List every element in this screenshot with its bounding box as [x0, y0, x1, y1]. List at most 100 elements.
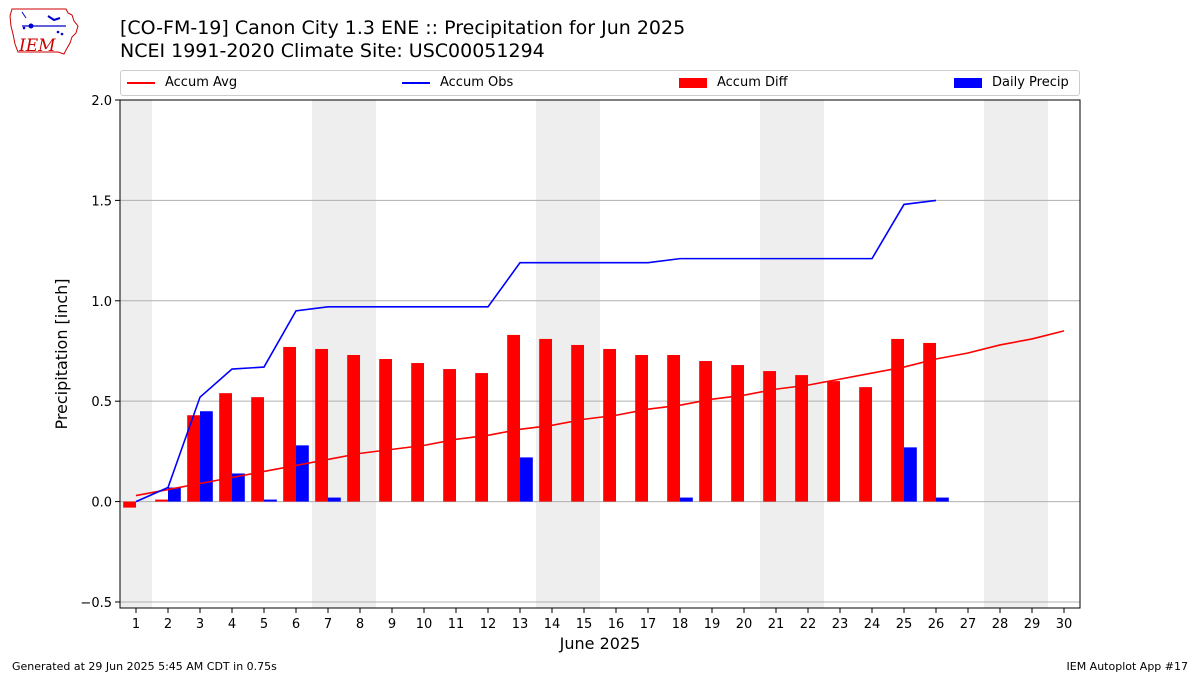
- bar-daily-precip: [328, 497, 341, 502]
- x-tick-label: 22: [800, 617, 817, 632]
- weekend-band: [1016, 100, 1048, 608]
- x-tick-label: 2: [164, 617, 172, 632]
- x-tick-label: 14: [544, 617, 561, 632]
- legend-swatch: [127, 81, 155, 84]
- legend-item-accum-diff: Accum Diff: [679, 75, 788, 90]
- bar-daily-precip: [520, 457, 533, 502]
- weekend-band: [120, 100, 152, 608]
- x-tick-label: 5: [260, 617, 268, 632]
- bar-accum-diff: [315, 348, 328, 502]
- y-tick-label: 0.5: [91, 395, 112, 410]
- weekend-band: [984, 100, 1016, 608]
- bar-accum-diff: [219, 393, 232, 502]
- bar-accum-diff: [635, 355, 648, 502]
- x-tick-label: 21: [768, 617, 785, 632]
- x-tick-label: 17: [640, 617, 657, 632]
- x-axis-label: June 2025: [559, 634, 641, 653]
- bar-accum-diff: [379, 359, 392, 502]
- x-tick-label: 29: [1024, 617, 1041, 632]
- bar-daily-precip: [264, 499, 277, 502]
- iem-logo: IEM: [8, 6, 80, 58]
- x-tick-label: 20: [736, 617, 753, 632]
- bar-accum-diff: [699, 361, 712, 502]
- x-axis-ticks: 1 2 3 4 5 6 7 8 9 10 11 12 13 14 15 16 17 18 19 20 21 22 23 24 2…: [132, 608, 1072, 632]
- bar-accum-diff: [667, 355, 680, 502]
- line-accum-obs: [135, 199, 937, 503]
- legend-swatch: [402, 81, 430, 84]
- logo-text: IEM: [18, 36, 56, 56]
- x-tick-label: 18: [672, 617, 689, 632]
- bar-accum-diff: [763, 371, 776, 502]
- y-axis-ticks: −0.5 0.0 0.5 1.0 1.5 2.0: [80, 94, 120, 611]
- bar-daily-precip: [936, 497, 949, 502]
- x-tick-label: 1: [132, 617, 140, 632]
- x-tick-label: 16: [608, 617, 625, 632]
- bar-accum-diff: [731, 365, 744, 502]
- weekend-band: [792, 100, 824, 608]
- x-tick-label: 4: [228, 617, 236, 632]
- x-tick-label: 6: [292, 617, 300, 632]
- x-tick-label: 8: [356, 617, 364, 632]
- plot-frame: [119, 99, 1081, 609]
- bar-accum-diff: [795, 375, 808, 502]
- bar-accum-diff: [571, 344, 584, 502]
- x-tick-label: 28: [992, 617, 1009, 632]
- iowa-map-icon: IEM: [9, 8, 79, 56]
- y-tick-label: 0.0: [91, 496, 112, 511]
- x-tick-label: 10: [416, 617, 433, 632]
- bar-daily-precip: [296, 445, 309, 502]
- bar-accum-diff: [411, 363, 424, 502]
- bar-accum-diff: [251, 397, 264, 502]
- x-tick-label: 19: [704, 617, 721, 632]
- legend-item-accum-obs: Accum Obs: [402, 75, 513, 90]
- bar-accum-diff: [507, 334, 520, 502]
- x-tick-label: 23: [832, 617, 849, 632]
- bar-accum-diff: [283, 346, 296, 502]
- bar-accum-diff: [539, 338, 552, 502]
- x-tick-label: 7: [324, 617, 332, 632]
- bar-daily-precip: [200, 411, 213, 502]
- legend: Accum Avg Accum Obs Accum Diff Daily Pre…: [120, 70, 1080, 96]
- footer-generated-text: Generated at 29 Jun 2025 5:45 AM CDT in …: [12, 660, 277, 673]
- legend-label: Accum Obs: [440, 75, 514, 90]
- footer-app-text: IEM Autoplot App #17: [1066, 660, 1189, 673]
- legend-label: Accum Avg: [165, 75, 238, 90]
- x-tick-label: 15: [576, 617, 593, 632]
- bar-daily-precip: [680, 497, 693, 502]
- x-tick-label: 11: [448, 617, 465, 632]
- bar-accum-diff: [891, 338, 904, 502]
- bar-accum-diff: [923, 342, 936, 502]
- weekend-band: [344, 100, 376, 608]
- y-axis-label: Precipitation [inch]: [52, 278, 71, 429]
- x-tick-label: 13: [512, 617, 529, 632]
- x-tick-label: 26: [928, 617, 945, 632]
- legend-swatch: [954, 77, 982, 88]
- x-tick-label: 27: [960, 617, 977, 632]
- x-tick-label: 30: [1056, 617, 1073, 632]
- line-accum-avg: [135, 330, 1065, 497]
- bar-daily-precip: [232, 473, 245, 502]
- bar-accum-diff: [443, 369, 456, 502]
- bars: [123, 334, 949, 508]
- bar-daily-precip: [904, 447, 917, 502]
- chart-subtitle: NCEI 1991-2020 Climate Site: USC00051294: [120, 40, 545, 62]
- bar-accum-diff: [475, 373, 488, 502]
- bar-accum-diff: [187, 415, 200, 502]
- bar-accum-diff: [155, 499, 168, 502]
- bar-daily-precip: [168, 487, 181, 502]
- x-tick-label: 25: [896, 617, 913, 632]
- legend-label: Daily Precip: [992, 75, 1069, 90]
- y-tick-label: −0.5: [80, 596, 112, 611]
- legend-item-daily-precip: Daily Precip: [954, 75, 1069, 90]
- x-tick-label: 9: [388, 617, 396, 632]
- bar-accum-diff: [859, 387, 872, 502]
- bar-accum-diff: [603, 348, 616, 502]
- weekend-band: [760, 100, 792, 608]
- bar-accum-diff: [347, 355, 360, 502]
- x-tick-label: 24: [864, 617, 881, 632]
- legend-swatch: [679, 77, 707, 88]
- y-tick-label: 1.0: [91, 295, 112, 310]
- x-tick-label: 12: [480, 617, 497, 632]
- y-tick-label: 2.0: [91, 94, 112, 109]
